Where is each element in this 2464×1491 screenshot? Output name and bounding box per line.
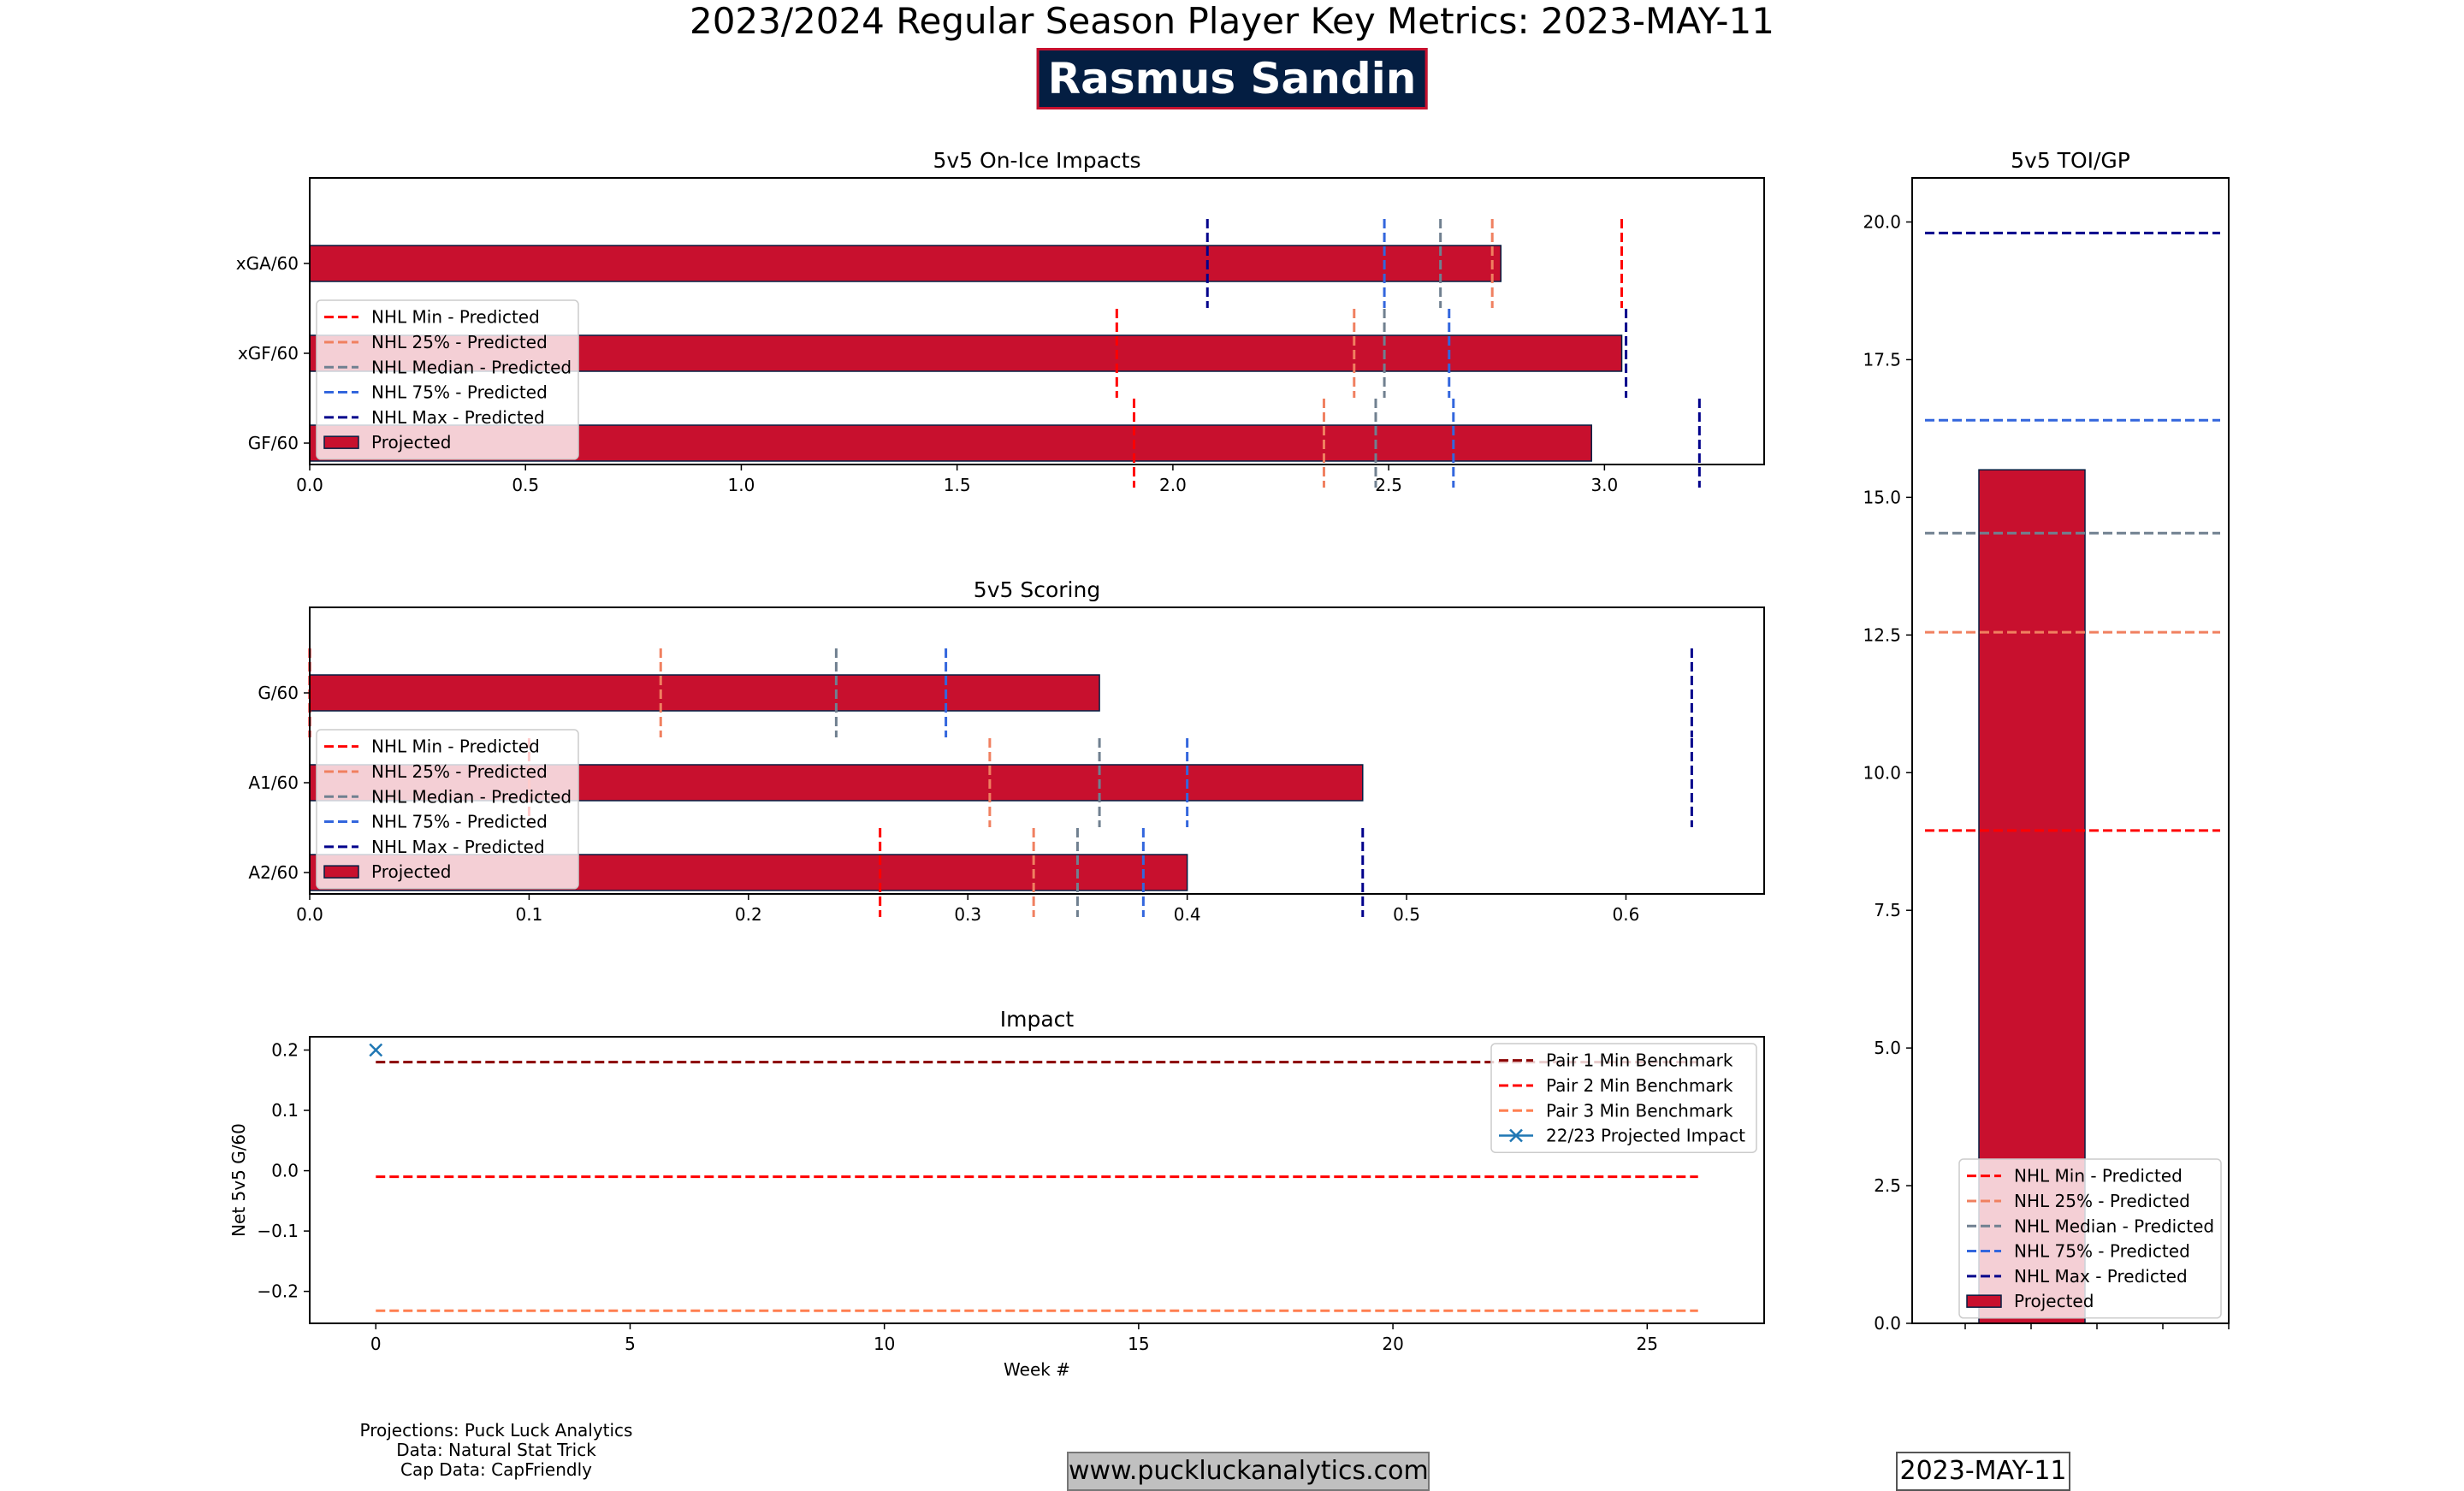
onice-xtick-label-5: 2.5 — [1375, 475, 1402, 495]
scoring-xtick-label-0: 0.0 — [296, 904, 323, 925]
impact-legend-label-0: Pair 1 Min Benchmark — [1546, 1050, 1733, 1071]
impact-xtick-label-1: 5 — [625, 1334, 636, 1354]
toi-ytick-label-2: 5.0 — [1874, 1038, 1901, 1058]
toi-legend-label-1: NHL 25% - Predicted — [2014, 1191, 2190, 1211]
impact-ytick-label-0: −0.2 — [257, 1281, 299, 1302]
impact-point-3 — [369, 1043, 383, 1057]
impact-title: Impact — [1000, 1007, 1075, 1032]
onice-ytick-label-0: xGA/60 — [236, 253, 299, 274]
impact-legend-swatch-marker-3 — [1509, 1128, 1523, 1143]
impact-xtick-label-4: 20 — [1382, 1334, 1403, 1354]
toi-ytick-label-1: 2.5 — [1874, 1175, 1901, 1196]
onice-xtick-label-0: 0.0 — [296, 475, 323, 495]
impact-legend-label-1: Pair 2 Min Benchmark — [1546, 1075, 1733, 1096]
credit-data: Data: Natural Stat Trick — [396, 1440, 596, 1460]
onice-axes — [309, 177, 1765, 465]
toi-ytick-label-0: 0.0 — [1874, 1313, 1901, 1334]
onice-ytick-label-2: GF/60 — [248, 433, 299, 453]
onice-legend-label-1: NHL 25% - Predicted — [371, 332, 548, 352]
scoring-legend-label-0: NHL Min - Predicted — [371, 737, 540, 757]
impact-xtick-label-0: 0 — [370, 1334, 382, 1354]
impact-ytick-label-1: −0.1 — [257, 1221, 299, 1241]
scoring-ytick-label-1: A1/60 — [248, 772, 299, 793]
impact-xtick-label-2: 10 — [874, 1334, 895, 1354]
credit-cap-data: Cap Data: CapFriendly — [400, 1459, 592, 1480]
toi-legend-label-4: NHL Max - Predicted — [2014, 1266, 2188, 1287]
onice-xtick-label-6: 3.0 — [1590, 475, 1618, 495]
scoring-legend — [316, 729, 579, 890]
impact-ylabel: Net 5v5 G/60 — [228, 1123, 249, 1237]
scoring-legend-label-2: NHL Median - Predicted — [371, 786, 572, 807]
page-title: 2023/2024 Regular Season Player Key Metr… — [689, 0, 1775, 42]
onice-ytick-label-1: xGF/60 — [238, 343, 299, 364]
scoring-ytick-label-2: A2/60 — [248, 862, 299, 883]
toi-legend-label-2: NHL Median - Predicted — [2014, 1216, 2214, 1236]
onice-title: 5v5 On-Ice Impacts — [933, 148, 1140, 173]
website-link[interactable]: www.puckluckanalytics.com — [1067, 1452, 1430, 1491]
scoring-legend-label-3: NHL 75% - Predicted — [371, 812, 548, 832]
onice-bar-0 — [309, 245, 1502, 282]
scoring-xtick-label-3: 0.3 — [954, 904, 981, 925]
toi-ytick-label-3: 7.5 — [1874, 900, 1901, 920]
toi-ytick-label-5: 12.5 — [1863, 624, 1901, 645]
toi-legend-swatch-5 — [1966, 1294, 2002, 1308]
onice-legend-swatch-5 — [323, 435, 359, 449]
impact-legend — [1490, 1043, 1757, 1153]
scoring-ytick-label-0: G/60 — [258, 683, 299, 703]
impact-legend-label-3: 22/23 Projected Impact — [1546, 1126, 1745, 1146]
date-stamp: 2023-MAY-11 — [1896, 1452, 2070, 1491]
toi-title: 5v5 TOI/GP — [2011, 148, 2130, 173]
scoring-bar-0 — [309, 674, 1100, 712]
scoring-xtick-label-1: 0.1 — [516, 904, 543, 925]
impact-ytick-label-3: 0.1 — [271, 1100, 299, 1121]
onice-legend-label-4: NHL Max - Predicted — [371, 407, 545, 428]
scoring-xtick-label-2: 0.2 — [735, 904, 762, 925]
toi-legend-label-0: NHL Min - Predicted — [2014, 1166, 2183, 1186]
scoring-legend-swatch-5 — [323, 865, 359, 879]
credit-projections: Projections: Puck Luck Analytics — [359, 1420, 633, 1441]
credits: Projections: Puck Luck Analytics Data: N… — [359, 1421, 633, 1480]
onice-legend-label-2: NHL Median - Predicted — [371, 357, 572, 377]
onice-xtick-label-1: 0.5 — [512, 475, 539, 495]
impact-xtick-label-5: 25 — [1637, 1334, 1658, 1354]
scoring-title: 5v5 Scoring — [974, 577, 1100, 602]
toi-axes — [1911, 177, 2230, 1324]
impact-xtick-label-3: 15 — [1128, 1334, 1149, 1354]
toi-ytick-label-4: 10.0 — [1863, 762, 1901, 783]
impact-ytick-label-4: 0.2 — [271, 1040, 299, 1061]
scoring-legend-label-1: NHL 25% - Predicted — [371, 761, 548, 782]
scoring-xtick-label-6: 0.6 — [1613, 904, 1640, 925]
scoring-axes — [309, 606, 1765, 895]
scoring-legend-label-4: NHL Max - Predicted — [371, 837, 545, 857]
onice-xtick-label-2: 1.0 — [728, 475, 755, 495]
scoring-legend-label-5: Projected — [371, 861, 451, 882]
onice-xtick-label-4: 2.0 — [1159, 475, 1187, 495]
toi-legend-label-3: NHL 75% - Predicted — [2014, 1241, 2190, 1262]
scoring-xtick-label-4: 0.4 — [1174, 904, 1201, 925]
impact-legend-label-2: Pair 3 Min Benchmark — [1546, 1100, 1733, 1121]
toi-legend — [1958, 1158, 2222, 1319]
onice-legend-label-5: Projected — [371, 432, 451, 453]
onice-legend-label-0: NHL Min - Predicted — [371, 307, 540, 328]
impact-axes — [309, 1036, 1765, 1324]
toi-ytick-label-8: 20.0 — [1863, 212, 1901, 233]
scoring-xtick-label-5: 0.5 — [1393, 904, 1420, 925]
onice-legend-label-3: NHL 75% - Predicted — [371, 382, 548, 403]
onice-xtick-label-3: 1.5 — [944, 475, 971, 495]
impact-xlabel: Week # — [1004, 1359, 1070, 1380]
onice-legend — [316, 299, 579, 460]
player-name-badge: Rasmus Sandin — [1036, 48, 1428, 109]
toi-legend-label-5: Projected — [2014, 1291, 2094, 1311]
impact-ytick-label-2: 0.0 — [271, 1161, 299, 1181]
toi-ytick-label-7: 17.5 — [1863, 349, 1901, 370]
toi-ytick-label-6: 15.0 — [1863, 487, 1901, 507]
